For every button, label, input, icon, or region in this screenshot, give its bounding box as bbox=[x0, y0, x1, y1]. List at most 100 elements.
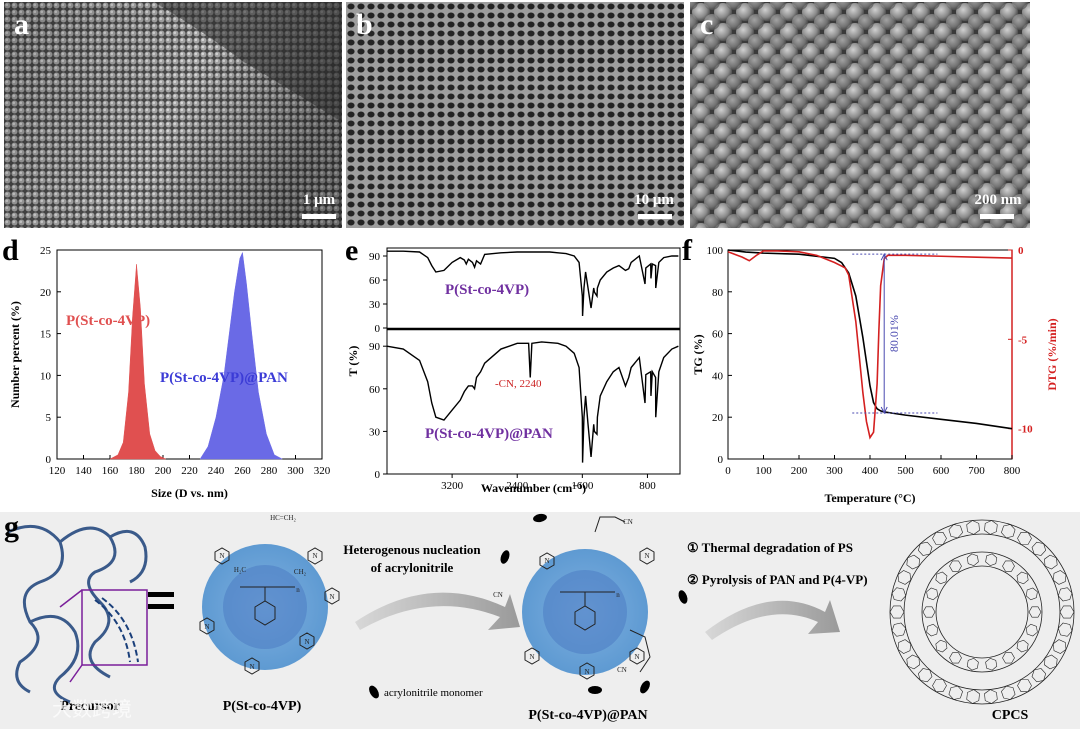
scale-bar-label-c: 200 nm bbox=[974, 192, 1022, 208]
mass-loss-arrowhead bbox=[880, 406, 888, 415]
arrow1-text-1: Heterogenous nucleation bbox=[343, 542, 481, 557]
cpcs-ring bbox=[1025, 623, 1038, 637]
atom-label: N bbox=[219, 552, 224, 560]
sem-image-b: b 10 μm bbox=[346, 2, 684, 228]
ftir-series-2 bbox=[386, 341, 679, 463]
y-tick-label: 10 bbox=[40, 370, 52, 382]
atom-label: HC=CH₂ bbox=[270, 514, 296, 522]
panel-label-g: g bbox=[4, 510, 19, 543]
x-tick-label: 3200 bbox=[441, 480, 464, 492]
atom-label: N bbox=[644, 552, 649, 560]
x-tick-label: 260 bbox=[234, 465, 251, 477]
cpcs-ring bbox=[1057, 622, 1073, 637]
x-tick-label: 320 bbox=[314, 465, 331, 477]
cpcs-ring bbox=[1031, 541, 1047, 556]
cpcs-ring bbox=[891, 622, 907, 637]
cpcs-ring bbox=[897, 570, 912, 585]
y-tick-label: 30 bbox=[369, 299, 381, 311]
stage2-label: P(St-co-4VP)@PAN bbox=[528, 708, 647, 723]
cpcs-ring bbox=[1001, 524, 1016, 539]
plot-frame bbox=[56, 249, 323, 460]
arrow-1 bbox=[355, 592, 520, 630]
cpcs-ring bbox=[935, 639, 948, 653]
y-tick-label: 90 bbox=[369, 341, 381, 353]
cpcs-ring bbox=[948, 685, 963, 700]
y-tick-label: 0 bbox=[375, 469, 381, 481]
x-tick-label: 500 bbox=[897, 465, 914, 477]
cpcs-ring bbox=[1017, 531, 1032, 545]
y-tick-label: 60 bbox=[369, 384, 381, 396]
atom-label: N bbox=[584, 668, 589, 676]
atom-label: N bbox=[304, 638, 309, 646]
series-label-2: P(St-co-4VP)@PAN bbox=[425, 426, 553, 442]
cpcs-ring bbox=[966, 553, 979, 567]
atom-label: N bbox=[634, 653, 639, 661]
panel-label-e: e bbox=[345, 234, 359, 267]
cpcs-ring bbox=[985, 657, 998, 671]
scale-bar-b bbox=[638, 214, 672, 219]
cpcs-ring bbox=[966, 657, 979, 671]
x-axis-label: Wavenumber (cm⁻¹) bbox=[481, 481, 586, 495]
p-st-co-4vp-pan-sphere: CN CN CN N N N N N n bbox=[493, 513, 688, 694]
cpcs-ring bbox=[966, 520, 980, 535]
panel-d: d 120 140 160 180 200 220 240 260 280 300 320 0 5 10 1… bbox=[0, 232, 345, 510]
size-distribution-chart: 120 140 160 180 200 220 240 260 280 300 320 0 5 10 15 2… bbox=[8, 245, 331, 500]
cpcs-ring bbox=[926, 587, 939, 601]
cn-annotation: -CN, 2240 bbox=[495, 378, 542, 390]
cpcs-ring bbox=[1059, 605, 1075, 619]
panel-f: f 0 100 200 300 400 500 600 700 800 0 20 40 60 80 100 0… bbox=[682, 232, 1080, 510]
cn-label: CN bbox=[623, 518, 633, 526]
panel-label-b: b bbox=[356, 8, 373, 41]
cn-label: CN bbox=[617, 666, 627, 674]
y-right-tick-label: 0 bbox=[1018, 245, 1024, 257]
cpcs-ring bbox=[917, 668, 933, 683]
cpcs-ring bbox=[985, 553, 998, 567]
x-tick-label: 200 bbox=[155, 465, 172, 477]
cpcs-ring bbox=[906, 554, 920, 570]
panel-g: HC=CH₂ H₂C CH₂ n N N N N N N Heterogenou… bbox=[0, 510, 1080, 729]
cpcs-ring bbox=[1002, 560, 1015, 572]
watermark: 大数跨境 bbox=[52, 698, 132, 721]
cpcs-ring bbox=[926, 623, 939, 637]
y-tick-label: 0 bbox=[718, 454, 724, 466]
x-tick-label: 1600 bbox=[571, 480, 594, 492]
ftir-chart: 0 30 60 90 0 30 60 90 3200 2400 1600 800 P(St-co-4VP… bbox=[346, 247, 681, 495]
x-tick-label: 180 bbox=[128, 465, 145, 477]
cpcs-ring bbox=[949, 560, 962, 572]
x-tick-label: 300 bbox=[826, 465, 843, 477]
atom-label: N bbox=[249, 663, 254, 671]
stage1-label: P(St-co-4VP) bbox=[223, 699, 302, 714]
cpcs-ring bbox=[889, 605, 905, 619]
sem-image-a: a 1 μm bbox=[4, 2, 342, 228]
cpcs-ring bbox=[1016, 639, 1029, 653]
x-tick-label: 300 bbox=[287, 465, 304, 477]
cpcs-ring bbox=[948, 524, 963, 539]
x-tick-label: 600 bbox=[933, 465, 950, 477]
x-tick-label: 240 bbox=[208, 465, 225, 477]
cpcs-ring bbox=[984, 689, 998, 704]
y-right-tick-label: -10 bbox=[1018, 424, 1033, 436]
cpcs-ring bbox=[1044, 654, 1058, 670]
cpcs-ring bbox=[1001, 685, 1016, 700]
x-tick-label: 160 bbox=[102, 465, 119, 477]
x-tick-label: 400 bbox=[862, 465, 879, 477]
cpcs-ring bbox=[1031, 668, 1047, 683]
cpcs-ring bbox=[1052, 639, 1067, 654]
tga-chart: 0 100 200 300 400 500 600 700 800 0 20 40 60 80 100 0 -5… bbox=[691, 245, 1059, 505]
x-tick-label: 280 bbox=[261, 465, 278, 477]
cpcs-ring bbox=[1028, 606, 1042, 618]
step-2: ② Pyrolysis of PAN and P(4-VP) bbox=[687, 572, 868, 587]
mass-loss-arrowhead bbox=[880, 253, 888, 261]
y-tick-label: 60 bbox=[369, 275, 381, 287]
cpcs-ring bbox=[932, 679, 947, 692]
panel-label-c: c bbox=[700, 8, 714, 41]
p-st-co-4vp-sphere: HC=CH₂ H₂C CH₂ n N N N N N N bbox=[199, 514, 340, 675]
cpcs-ring bbox=[922, 606, 936, 618]
equals-sign bbox=[148, 592, 174, 609]
scale-bar-a bbox=[302, 214, 336, 219]
cpcs-ring bbox=[1044, 554, 1058, 570]
y-axis-label: Number percent (%) bbox=[8, 301, 22, 408]
x-tick-label: 0 bbox=[725, 465, 731, 477]
cpcs-ring bbox=[935, 571, 948, 585]
series-label-2: P(St-co-4VP)@PAN bbox=[160, 370, 288, 386]
